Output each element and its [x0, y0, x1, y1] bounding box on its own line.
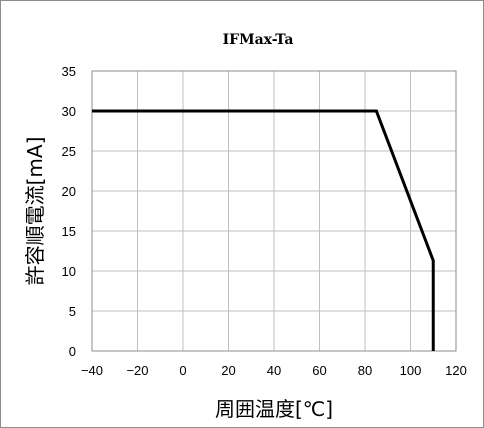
x-tick-label: 60 [312, 363, 326, 378]
y-tick-label: 25 [62, 144, 76, 159]
x-tick-label: 120 [445, 363, 467, 378]
y-tick-label: 10 [62, 264, 76, 279]
y-tick-label: 15 [62, 224, 76, 239]
grid [91, 70, 457, 352]
chart-title: IFMax-Ta [223, 32, 294, 48]
x-tick-labels: −40 −20 0 20 40 60 80 100 120 [81, 363, 467, 378]
x-tick-label: 40 [267, 363, 281, 378]
y-tick-label: 5 [69, 304, 76, 319]
y-tick-label: 30 [62, 104, 76, 119]
y-tick-labels: 0 5 10 15 20 25 30 35 [62, 64, 76, 359]
x-tick-label: −20 [126, 363, 148, 378]
x-tick-label: 20 [221, 363, 235, 378]
plot-area [91, 70, 457, 352]
y-tick-label: 0 [69, 344, 76, 359]
y-tick-label: 20 [62, 184, 76, 199]
x-tick-label: 80 [358, 363, 372, 378]
x-tick-label: 0 [179, 363, 186, 378]
x-tick-label: −40 [81, 363, 103, 378]
y-tick-label: 35 [62, 64, 76, 79]
x-tick-label: 100 [400, 363, 422, 378]
x-axis-label: 周囲温度[℃] [215, 397, 333, 421]
series-group [92, 109, 435, 351]
series-line [92, 109, 435, 351]
y-axis-label: 許容順電流[mA] [23, 137, 47, 286]
